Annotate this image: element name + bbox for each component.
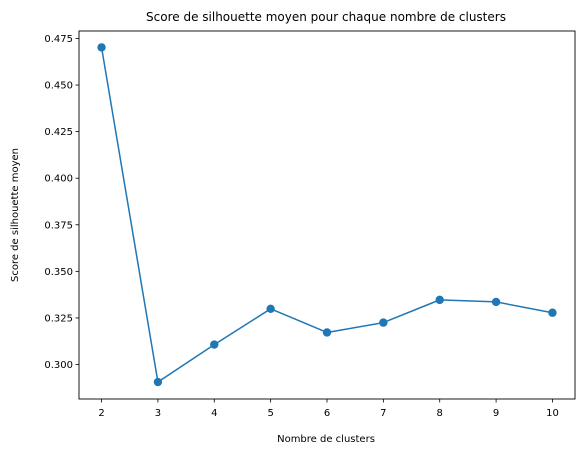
- y-tick-label: 0.425: [44, 127, 73, 138]
- x-tick-label: 2: [98, 408, 104, 419]
- x-tick-label: 4: [211, 408, 217, 419]
- x-axis: 2 3 4 5 6 7 8 9 10: [98, 399, 559, 419]
- data-point: [266, 304, 275, 314]
- x-tick-label: 3: [155, 408, 161, 419]
- y-tick-label: 0.325: [44, 313, 73, 324]
- y-tick-label: 0.475: [44, 34, 73, 45]
- data-point: [435, 295, 444, 305]
- series-layer: [97, 43, 557, 387]
- data-point: [322, 328, 332, 337]
- y-axis: 0.300 0.325 0.350 0.375 0.400 0.425 0.450 0.475: [44, 34, 79, 371]
- x-tick-label: 8: [437, 408, 443, 419]
- y-axis-label: Score de silhouette moyen: [10, 148, 21, 282]
- x-tick-label: 6: [324, 408, 330, 419]
- y-tick-label: 0.400: [44, 174, 73, 185]
- chart-title: Score de silhouette moyen pour chaque no…: [146, 10, 506, 24]
- data-point: [97, 43, 106, 52]
- y-tick-label: 0.375: [44, 220, 73, 231]
- x-tick-label: 9: [493, 408, 499, 419]
- y-tick-label: 0.350: [44, 267, 73, 278]
- data-point: [153, 377, 163, 387]
- y-tick-label: 0.300: [44, 360, 73, 371]
- x-tick-label: 7: [380, 408, 386, 419]
- data-point: [210, 340, 219, 349]
- y-tick-label: 0.450: [44, 81, 73, 92]
- data-point: [491, 297, 501, 307]
- x-tick-label: 5: [267, 408, 273, 419]
- x-tick-label: 10: [546, 408, 559, 419]
- x-axis-label: Nombre de clusters: [277, 434, 375, 445]
- plot-area-frame: [78, 30, 576, 400]
- data-point: [548, 308, 557, 317]
- data-point: [379, 318, 388, 327]
